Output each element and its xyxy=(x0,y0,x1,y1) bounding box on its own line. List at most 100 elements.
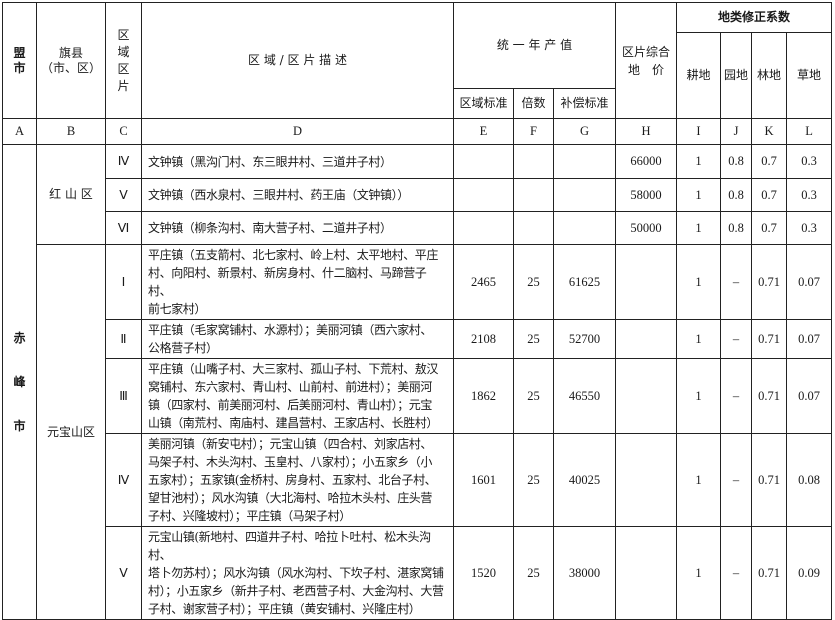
forest-coef-cell: 0.7 xyxy=(751,178,787,212)
header-county: 旗县 （市、区） xyxy=(36,2,106,119)
composite-price-cell xyxy=(615,244,677,320)
grass-coef-cell: 0.3 xyxy=(785,211,833,245)
farmland-coef-cell: 1 xyxy=(676,211,721,245)
description-cell: 平庄镇（毛家窝铺村、水源村）；美丽河镇（西六家村、 公格营子村） xyxy=(141,319,454,359)
compensation-cell: 46550 xyxy=(553,358,616,434)
letter: I xyxy=(676,118,721,145)
header-correction: 地类修正系数 xyxy=(675,2,833,33)
zone-cell: Ⅳ xyxy=(105,144,142,179)
farmland-coef-cell: 1 xyxy=(676,178,721,212)
forest-coef-cell: 0.71 xyxy=(751,244,787,320)
description-cell: 元宝山镇(新地村、四道井子村、哈拉卜吐村、松木头沟村、 塔卜勿苏村）；风水沟镇（… xyxy=(141,526,454,620)
header-zone: 区 域 区 片 xyxy=(105,2,142,119)
header-multiplier: 倍数 xyxy=(513,88,554,119)
table-row: Ⅱ 平庄镇（毛家窝铺村、水源村）；美丽河镇（西六家村、 公格营子村） 2108 25 5… xyxy=(3,319,833,359)
grass-coef-cell: 0.07 xyxy=(785,358,833,434)
composite-price-cell: 50000 xyxy=(615,211,677,245)
header-compensation: 补偿标准 xyxy=(553,88,616,119)
multiplier-cell: 25 xyxy=(513,358,554,434)
farmland-coef-cell: 1 xyxy=(676,244,721,320)
compensation-cell: 40025 xyxy=(553,433,616,527)
table-row: Ⅴ 元宝山镇(新地村、四道井子村、哈拉卜吐村、松木头沟村、 塔卜勿苏村）；风水沟镇… xyxy=(3,526,833,620)
multiplier-cell: 25 xyxy=(513,526,554,620)
garden-coef-cell: 0.8 xyxy=(720,211,752,245)
header-zone-standard: 区域标准 xyxy=(453,88,514,119)
farmland-coef-cell: 1 xyxy=(676,433,721,527)
compensation-cell: 38000 xyxy=(553,526,616,620)
grass-coef-cell: 0.3 xyxy=(785,144,833,179)
farmland-coef-cell: 1 xyxy=(676,144,721,179)
table-row: Ⅵ 文钟镇（柳条沟村、南大营子村、二道井子村） 50000 1 0.8 0.7 0.3 xyxy=(3,211,833,245)
header-unified-value: 统 一 年 产 值 xyxy=(453,2,616,89)
zone-cell: Ⅰ xyxy=(105,244,142,320)
garden-coef-cell: – xyxy=(720,433,752,527)
zone-cell: Ⅵ xyxy=(105,211,142,245)
header-farmland: 耕地 xyxy=(676,32,721,119)
header-forest: 林地 xyxy=(751,32,787,119)
garden-coef-cell: 0.8 xyxy=(720,178,752,212)
compensation-cell: 52700 xyxy=(553,319,616,359)
description-cell: 美丽河镇（新安屯村）；元宝山镇（四合村、刘家店村、 马架子村、木头沟村、玉皇村、… xyxy=(141,433,454,527)
district-cell: 元宝山区 xyxy=(36,244,106,620)
forest-coef-cell: 0.71 xyxy=(751,319,787,359)
garden-coef-cell: – xyxy=(720,526,752,620)
table-row: Ⅴ 文钟镇（西水泉村、三眼井村、药王庙（文钟镇）） 58000 1 0.8 0.7 0.3 xyxy=(3,178,833,212)
multiplier-cell: 25 xyxy=(513,433,554,527)
forest-coef-cell: 0.7 xyxy=(751,144,787,179)
header-grass: 草地 xyxy=(785,32,833,119)
zone-standard-cell xyxy=(453,178,514,212)
header-description: 区 域 / 区 片 描 述 xyxy=(141,2,454,119)
zone-cell: Ⅲ xyxy=(105,358,142,434)
letter: K xyxy=(751,118,787,145)
header-league: 盟 市 xyxy=(2,2,37,119)
multiplier-cell xyxy=(513,178,554,212)
multiplier-cell xyxy=(513,144,554,179)
zone-standard-cell: 1520 xyxy=(453,526,514,620)
zone-cell: Ⅴ xyxy=(105,526,142,620)
city-cell: 赤 峰 市 xyxy=(2,144,37,620)
grass-coef-cell: 0.08 xyxy=(785,433,833,527)
letter: D xyxy=(141,118,454,145)
composite-price-cell xyxy=(615,319,677,359)
composite-price-cell: 58000 xyxy=(615,178,677,212)
column-letters-row: A B C D E F G H I J K L xyxy=(2,118,833,145)
garden-coef-cell: – xyxy=(720,244,752,320)
forest-coef-cell: 0.71 xyxy=(751,358,787,434)
description-cell: 平庄镇（山嘴子村、大三家村、孤山子村、下荒村、敖汉 窝铺村、东六家村、青山村、山… xyxy=(141,358,454,434)
zone-cell: Ⅴ xyxy=(105,178,142,212)
composite-price-cell: 66000 xyxy=(615,144,677,179)
letter: F xyxy=(513,118,554,145)
letter: J xyxy=(720,118,752,145)
forest-coef-cell: 0.71 xyxy=(751,433,787,527)
table-row: 赤 峰 市红 山 区 Ⅳ 文钟镇（黑沟门村、东三眼井村、三道井子村） 66000 1 0.… xyxy=(2,144,833,620)
zone-standard-cell: 1601 xyxy=(453,433,514,527)
compensation-cell xyxy=(553,144,616,179)
zone-standard-cell: 2108 xyxy=(453,319,514,359)
garden-coef-cell: – xyxy=(720,319,752,359)
table-row: 元宝山区 Ⅰ 平庄镇（五支箭村、北七家村、岭上村、太平地村、平庄 村、向阳村、新景村… xyxy=(3,244,833,620)
letter: A xyxy=(2,118,37,145)
zone-standard-cell xyxy=(453,211,514,245)
description-cell: 文钟镇（西水泉村、三眼井村、药王庙（文钟镇）） xyxy=(141,178,454,212)
letter: H xyxy=(615,118,677,145)
table-row: Ⅲ 平庄镇（山嘴子村、大三家村、孤山子村、下荒村、敖汉 窝铺村、东六家村、青山村、… xyxy=(3,358,833,434)
letter: C xyxy=(105,118,142,145)
zone-cell: Ⅳ xyxy=(105,433,142,527)
farmland-coef-cell: 1 xyxy=(676,526,721,620)
letter: B xyxy=(36,118,106,145)
district-cell: 红 山 区 xyxy=(36,144,106,245)
forest-coef-cell: 0.7 xyxy=(751,211,787,245)
grass-coef-cell: 0.07 xyxy=(785,319,833,359)
header-garden: 园地 xyxy=(720,32,752,119)
grass-coef-cell: 0.3 xyxy=(785,178,833,212)
multiplier-cell xyxy=(513,211,554,245)
compensation-cell xyxy=(553,178,616,212)
letter: E xyxy=(453,118,514,145)
multiplier-cell: 25 xyxy=(513,319,554,359)
description-cell: 文钟镇（黑沟门村、东三眼井村、三道井子村） xyxy=(141,144,454,179)
composite-price-cell xyxy=(615,526,677,620)
description-cell: 平庄镇（五支箭村、北七家村、岭上村、太平地村、平庄 村、向阳村、新景村、新房身村… xyxy=(141,244,454,320)
zone-standard-cell: 2465 xyxy=(453,244,514,320)
compensation-cell: 61625 xyxy=(553,244,616,320)
